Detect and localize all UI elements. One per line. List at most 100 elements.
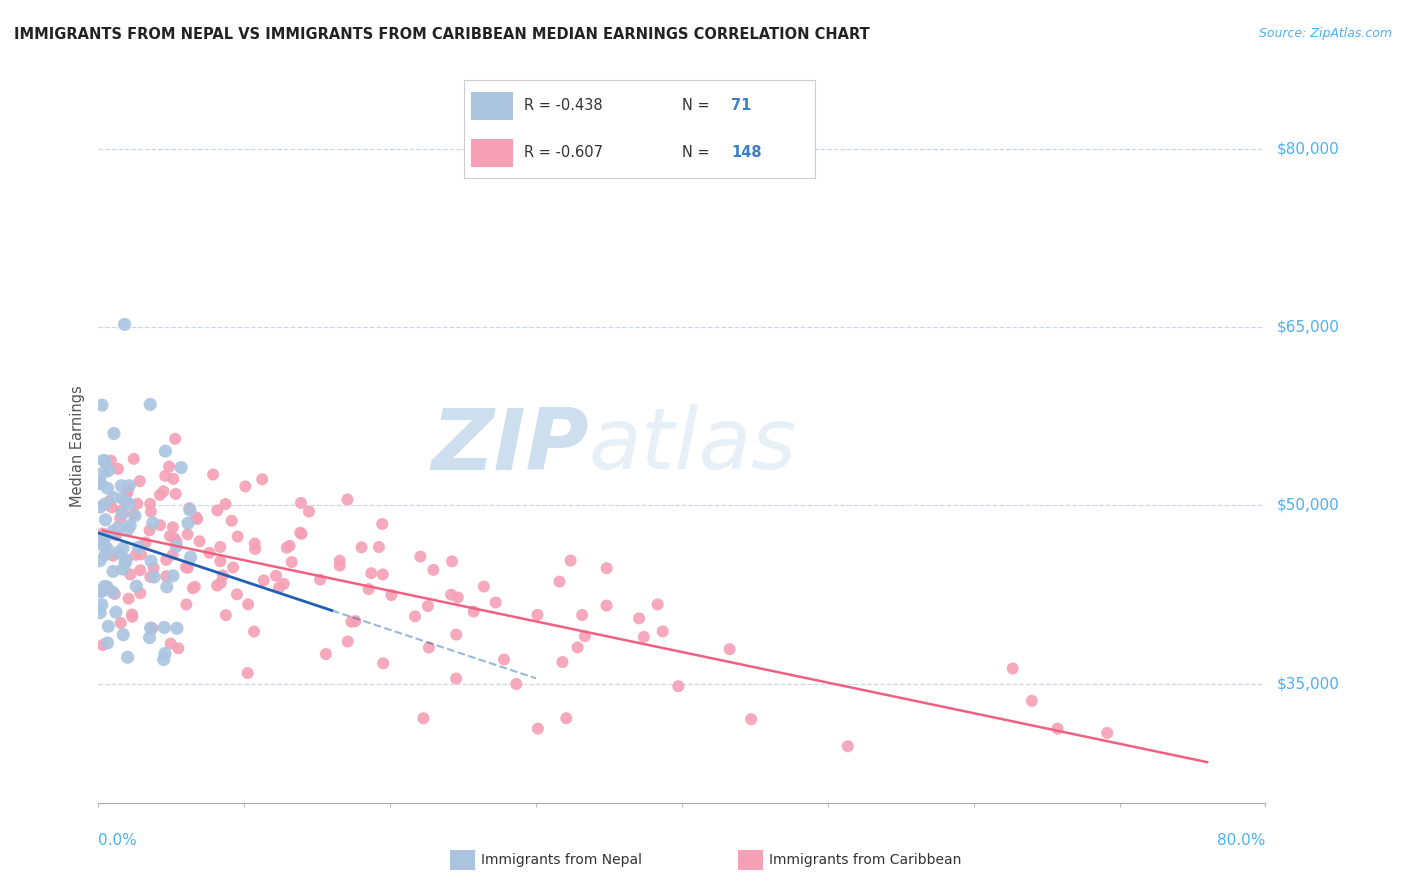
Point: [548, 574, 571, 589]
Point: [243, 541, 266, 556]
Point: [290, 525, 312, 540]
Point: [110, 615, 132, 630]
Point: [329, 554, 352, 568]
Point: [202, 467, 225, 482]
Point: [97, 463, 120, 477]
Point: [118, 479, 141, 493]
Point: [174, 560, 197, 574]
Point: [440, 588, 463, 602]
Point: [252, 472, 274, 486]
Point: [117, 483, 139, 497]
Point: [118, 497, 141, 511]
Point: [94, 582, 117, 597]
Text: N =: N =: [682, 98, 710, 113]
Point: [152, 484, 174, 499]
Point: [125, 548, 148, 562]
Bar: [471, 139, 513, 167]
Point: [162, 548, 184, 562]
Point: [180, 550, 202, 565]
Point: [114, 556, 136, 570]
Point: [155, 444, 177, 458]
Point: [129, 548, 152, 562]
Point: [267, 581, 290, 595]
Point: [93, 579, 115, 593]
Point: [110, 479, 132, 493]
Point: [380, 588, 402, 602]
Point: [595, 561, 617, 575]
Point: [209, 554, 232, 568]
Point: [89, 554, 111, 568]
Point: [143, 570, 166, 584]
Point: [91, 583, 114, 598]
Point: [181, 582, 204, 596]
Point: [139, 554, 162, 568]
Point: [340, 615, 363, 629]
Point: [273, 577, 295, 591]
Point: [117, 650, 139, 665]
Text: R = -0.438: R = -0.438: [524, 98, 602, 113]
Point: [91, 638, 114, 652]
Point: [222, 560, 245, 574]
Point: [1046, 722, 1069, 736]
Point: [114, 494, 136, 508]
Point: [120, 567, 142, 582]
Point: [114, 553, 136, 567]
Point: [101, 500, 124, 515]
Point: [205, 578, 228, 592]
Point: [373, 657, 395, 671]
Point: [159, 636, 181, 650]
Point: [152, 652, 174, 666]
Point: [94, 529, 117, 543]
Point: [367, 540, 389, 554]
Point: [117, 522, 139, 536]
Point: [551, 655, 574, 669]
Point: [93, 539, 115, 553]
Point: [418, 640, 440, 655]
Point: [101, 585, 124, 599]
Point: [198, 546, 221, 560]
Point: [96, 580, 118, 594]
Point: [422, 563, 444, 577]
Point: [94, 454, 117, 468]
Point: [89, 606, 111, 620]
Point: [290, 496, 312, 510]
Text: Source: ZipAtlas.com: Source: ZipAtlas.com: [1258, 27, 1392, 40]
Point: [98, 494, 121, 508]
Text: 0.0%: 0.0%: [98, 833, 138, 848]
Point: [96, 541, 118, 555]
Point: [111, 562, 134, 576]
Point: [235, 479, 257, 493]
Point: [91, 398, 114, 412]
Point: [186, 512, 208, 526]
Point: [107, 545, 129, 559]
Point: [108, 511, 131, 525]
Point: [290, 526, 312, 541]
Point: [485, 595, 508, 609]
Point: [97, 619, 120, 633]
Point: [104, 587, 127, 601]
Point: [142, 561, 165, 575]
Point: [156, 580, 179, 594]
Point: [336, 492, 359, 507]
Point: [209, 575, 232, 590]
Point: [162, 569, 184, 583]
Point: [124, 508, 146, 523]
Point: [837, 739, 859, 754]
Point: [176, 527, 198, 541]
Point: [138, 631, 160, 645]
Point: [112, 507, 135, 521]
Point: [128, 474, 150, 488]
Point: [571, 607, 593, 622]
Point: [111, 491, 134, 506]
Point: [236, 666, 259, 681]
Point: [188, 534, 211, 549]
Point: [115, 553, 138, 567]
Point: [472, 580, 495, 594]
Point: [159, 529, 181, 543]
Point: [155, 468, 177, 483]
Point: [94, 548, 117, 562]
Point: [215, 608, 238, 623]
Point: [243, 536, 266, 550]
Point: [371, 516, 394, 531]
Text: R = -0.607: R = -0.607: [524, 145, 603, 161]
